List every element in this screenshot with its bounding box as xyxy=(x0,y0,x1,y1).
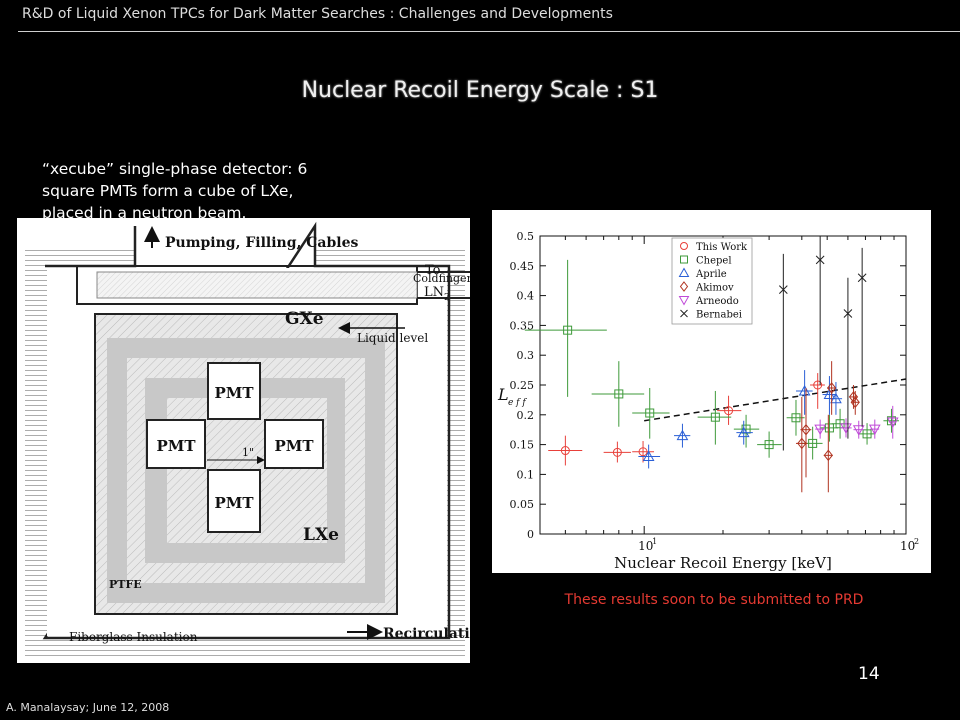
y-tick-label: 0.25 xyxy=(510,379,535,392)
legend-entry: Arneodo xyxy=(695,296,739,307)
data-point xyxy=(638,447,648,457)
leff-chart-panel: 0 0.05 0.1 0.15 0.2 0.25 0.3 0.35 0.4 0.45 0.5 10 1 1… xyxy=(492,210,931,573)
data-point xyxy=(737,426,750,438)
detector-schematic: PMT PMT PMT PMT 1" Pumping, Filling, Cab… xyxy=(25,221,489,656)
data-point xyxy=(676,429,689,441)
pumping-label: Pumping, Filling, Cables xyxy=(165,235,359,251)
data-point xyxy=(645,408,655,418)
presentation-header: R&D of Liquid Xenon TPCs for Dark Matter… xyxy=(22,6,613,22)
data-point xyxy=(852,425,865,436)
x-tick-label: 10 xyxy=(900,539,915,553)
gap-label: 1" xyxy=(242,446,254,459)
gxe-label: GXe xyxy=(285,309,324,329)
data-point xyxy=(827,382,837,394)
legend-entry: Akimov xyxy=(695,283,734,294)
data-point xyxy=(764,440,774,450)
data-point xyxy=(679,281,689,292)
y-tick-label: 0.4 xyxy=(517,290,535,303)
y-tick-label: 0.3 xyxy=(517,349,535,362)
x-tick-label: 10 xyxy=(638,539,653,553)
to-label: To xyxy=(425,263,441,278)
data-point xyxy=(614,389,624,399)
data-point xyxy=(824,423,834,433)
pmt-left xyxy=(146,419,206,469)
data-point xyxy=(840,423,852,434)
coldfinger-label: Coldfinger xyxy=(413,272,470,285)
data-point xyxy=(862,429,872,439)
data-point xyxy=(868,424,881,436)
data-point xyxy=(678,296,690,306)
pmt-label: PMT xyxy=(214,384,254,402)
data-point xyxy=(680,242,688,250)
data-point xyxy=(857,273,867,283)
legend-entry: Chepel xyxy=(696,256,732,267)
liquid-level-label: Liquid level xyxy=(357,331,428,345)
author-footer: A. Manalaysay; June 12, 2008 xyxy=(6,701,170,714)
data-point xyxy=(678,267,690,277)
pmt-bottom xyxy=(207,469,261,533)
data-point xyxy=(560,446,570,456)
slide-title: Nuclear Recoil Energy Scale : S1 xyxy=(301,78,659,103)
detector-description: “xecube” single-phase detector: 6 square… xyxy=(42,158,372,218)
header-divider xyxy=(18,31,960,32)
x-tick-label-exponent: 2 xyxy=(914,537,919,546)
data-point xyxy=(710,412,720,422)
description-line: square PMTs form a cube of LXe, xyxy=(42,182,294,200)
data-point xyxy=(850,396,860,409)
legend-box xyxy=(671,237,753,325)
y-tick-label: 0.35 xyxy=(510,319,535,332)
data-point xyxy=(791,413,801,423)
data-point xyxy=(680,255,688,264)
data-point xyxy=(814,424,827,436)
pmt-label: PMT xyxy=(156,437,196,455)
description-line: “xecube” single-phase detector: 6 xyxy=(42,160,308,178)
y-tick-label: 0.5 xyxy=(517,230,535,243)
data-point xyxy=(563,325,573,335)
lxe-label: LXe xyxy=(303,525,339,545)
data-point xyxy=(680,309,688,318)
y-tick-label: 0.05 xyxy=(510,498,535,511)
pmt-label: PMT xyxy=(274,437,314,455)
y-axis-label: L xyxy=(497,385,509,404)
x-tick-label-exponent: 1 xyxy=(652,537,657,546)
data-point xyxy=(843,309,853,318)
data-point xyxy=(830,392,842,404)
data-point xyxy=(823,449,833,462)
y-tick-label: 0.45 xyxy=(510,260,535,273)
recirculation-label: Recirculation xyxy=(383,626,470,642)
data-point xyxy=(612,447,622,457)
ptfe-label: PTFE xyxy=(109,578,142,591)
data-point xyxy=(642,450,655,462)
data-point xyxy=(801,423,811,436)
fiberglass-label: Fiberglass Insulation xyxy=(69,630,198,644)
data-point xyxy=(798,384,811,396)
data-point xyxy=(808,438,818,448)
y-tick-label: 0.15 xyxy=(510,439,535,452)
pmt-label: PMT xyxy=(214,494,254,512)
data-point xyxy=(815,255,825,265)
y-axis-label-subscript: e f f xyxy=(508,398,527,408)
detector-schematic-panel: PMT PMT PMT PMT 1" Pumping, Filling, Cab… xyxy=(17,218,489,663)
pmt-top xyxy=(207,362,261,420)
pmt-right xyxy=(264,419,324,469)
y-tick-label: 0.1 xyxy=(517,468,535,481)
data-point xyxy=(886,417,899,428)
legend-entry: This Work xyxy=(696,242,748,253)
submission-note: These results soon to be submitted to PR… xyxy=(564,592,864,608)
data-point xyxy=(813,380,823,390)
y-tick-label: 0.2 xyxy=(517,409,535,422)
description-line: placed in a neutron beam. xyxy=(42,204,247,218)
legend-entry: Bernabei xyxy=(696,310,742,321)
fit-line xyxy=(644,378,907,422)
page-number: 14 xyxy=(858,664,880,684)
y-tick-label: 0 xyxy=(527,528,534,541)
x-axis-label: Nuclear Recoil Energy [keV] xyxy=(614,554,832,572)
data-point xyxy=(797,437,807,450)
ln2-label: LN2 xyxy=(424,285,450,303)
coldfinger-tube xyxy=(96,271,418,299)
data-point xyxy=(778,285,788,294)
legend-entry: Aprile xyxy=(695,269,727,280)
data-point xyxy=(724,406,734,416)
